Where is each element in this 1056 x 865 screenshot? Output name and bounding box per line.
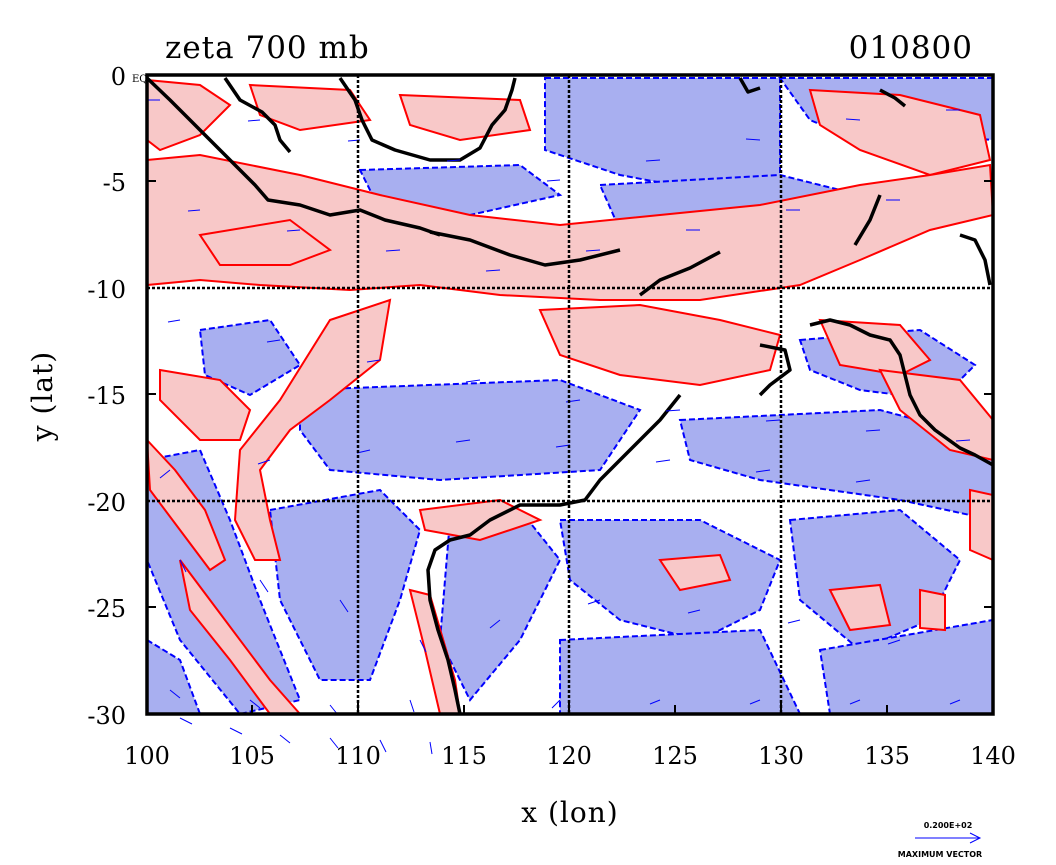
y-tick-label: -15 <box>87 382 126 410</box>
x-tick-label: 100 <box>124 742 170 770</box>
y-tick-label: -5 <box>103 169 126 197</box>
wind-vectors <box>148 99 971 755</box>
x-tick-label: 120 <box>546 742 592 770</box>
tick-marks <box>146 180 994 714</box>
x-tick-label: 140 <box>970 742 1016 770</box>
reference-vector-label: MAXIMUM VECTOR <box>898 850 982 859</box>
x-tick-label: 130 <box>758 742 804 770</box>
x-tick-label: 105 <box>229 742 275 770</box>
x-tick-label: 110 <box>335 742 381 770</box>
reference-vector-arrowhead <box>969 832 982 844</box>
y-tick-labels: 0 -5 -10 -15 -20 -25 -30 <box>87 63 126 730</box>
graticule <box>147 75 993 714</box>
x-tick-labels: 100 105 110 115 120 125 130 135 140 <box>124 742 1016 770</box>
plot-area <box>145 73 995 755</box>
y-tick-label: -10 <box>87 276 126 304</box>
map-title-right: 010800 <box>849 30 973 66</box>
reference-vector-legend: 0.200E+02 MAXIMUM VECTOR <box>898 821 982 859</box>
coastlines <box>145 76 994 715</box>
y-axis-title: y (lat) <box>26 351 59 442</box>
y-tick-label: -30 <box>87 702 126 730</box>
y-tick-label: -20 <box>87 489 126 517</box>
x-axis-title: x (lon) <box>521 796 618 829</box>
x-tick-label: 135 <box>864 742 910 770</box>
equator-label: EQ <box>132 74 148 85</box>
x-tick-label: 115 <box>441 742 487 770</box>
x-tick-label: 125 <box>652 742 698 770</box>
map-title-left: zeta 700 mb <box>165 30 370 66</box>
y-tick-label: 0 <box>111 63 126 91</box>
reference-vector-value: 0.200E+02 <box>924 821 973 830</box>
y-tick-label: -25 <box>87 595 126 623</box>
